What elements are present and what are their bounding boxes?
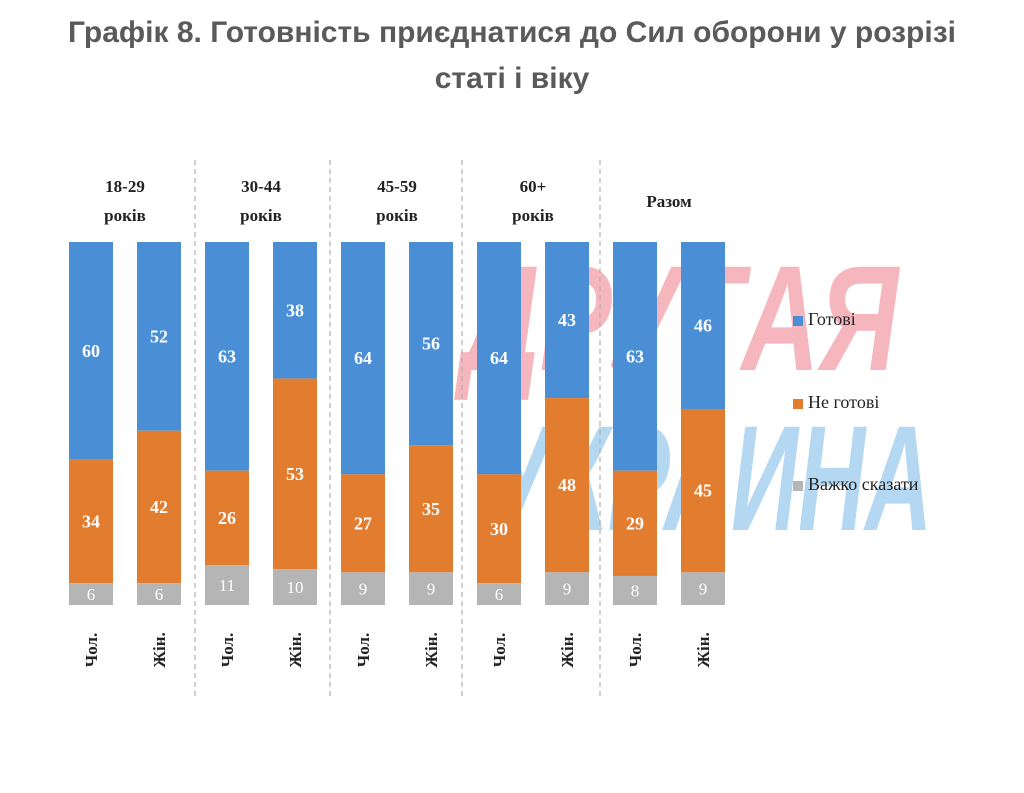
data-label: 9 (359, 580, 368, 599)
bar-segment-hard-to-say (681, 572, 725, 605)
bar-segment-hard-to-say (341, 572, 385, 605)
data-label: 46 (694, 315, 712, 335)
data-label: 27 (354, 513, 372, 533)
category-label: Жін. (150, 632, 169, 668)
bars: 60 34 6 52 42 6 63 26 11 38 53 10 64 27 9 56 35 9 64 30 6 43 4… (69, 242, 725, 605)
data-label: 8 (631, 581, 640, 600)
category-label: Чол. (218, 633, 237, 668)
bar-segment-ready (545, 242, 589, 399)
data-label: 9 (427, 580, 436, 599)
group-label-1-line2: років (240, 206, 282, 225)
bar-segment-not-ready (613, 470, 657, 576)
legend-swatch (793, 399, 803, 409)
data-label: 63 (218, 346, 236, 366)
bar-segment-hard-to-say (137, 583, 181, 605)
category-label: Жін. (558, 632, 577, 668)
group-label-0-line2: років (104, 206, 146, 225)
category-label: Жін. (694, 632, 713, 668)
group-label-2-line2: років (376, 206, 418, 225)
bar-segment-not-ready (205, 470, 249, 566)
data-label: 38 (286, 300, 304, 320)
group-label-3: 60+ (520, 177, 547, 196)
data-label: 48 (558, 475, 576, 495)
data-label: 30 (490, 519, 508, 539)
bar-segment-not-ready (545, 398, 589, 573)
data-label: 53 (286, 464, 304, 484)
category-label: Чол. (626, 633, 645, 668)
bar-segment-hard-to-say (273, 569, 317, 605)
bar-segment-ready (409, 242, 453, 446)
bar-segment-ready (137, 242, 181, 431)
data-label: 63 (626, 346, 644, 366)
legend-label: Готові (808, 309, 856, 329)
category-label: Чол. (82, 633, 101, 668)
data-label: 64 (490, 348, 508, 368)
group-dividers (194, 160, 601, 700)
legend-swatch (793, 481, 803, 491)
bar-segment-hard-to-say (409, 572, 453, 605)
bar-segment-ready (341, 242, 385, 475)
category-labels: Чол. Жін. Чол. Жін. Чол. Жін. Чол. Жін. Чол. Жін. (82, 632, 713, 668)
data-label: 42 (150, 497, 168, 517)
chart-title: Графік 8. Готовність приєднатися до Сил … (68, 16, 956, 95)
data-label: 11 (219, 576, 235, 595)
bar-segment-not-ready (477, 474, 521, 584)
category-label: Жін. (286, 632, 305, 668)
watermark-line-1: ДРУГАЯ (453, 235, 900, 403)
category-label: Чол. (490, 633, 509, 668)
bar-segment-not-ready (69, 459, 113, 584)
bar-segment-ready (477, 242, 521, 475)
bar-segment-ready (273, 242, 317, 379)
bar-segment-hard-to-say (545, 572, 589, 605)
data-label: 60 (82, 341, 100, 361)
category-label: Чол. (354, 633, 373, 668)
group-labels: 18-29 років 30-44 років 45-59 років 60+ років Ра… (104, 177, 692, 225)
bar-segment-not-ready (681, 408, 725, 573)
group-label-0: 18-29 (105, 177, 145, 196)
data-label: 6 (155, 585, 164, 604)
data-label: 10 (287, 578, 304, 597)
group-label-1: 30-44 (241, 177, 281, 196)
bar-segment-hard-to-say (477, 583, 521, 605)
group-label-2: 45-59 (377, 177, 417, 196)
bar-segment-hard-to-say (205, 565, 249, 605)
legend-swatch (793, 316, 803, 326)
data-label: 34 (82, 512, 100, 532)
data-label: 52 (150, 326, 168, 346)
bar-segment-not-ready (341, 474, 385, 573)
bar-segment-hard-to-say (613, 575, 657, 605)
data-label: 43 (558, 310, 576, 330)
category-label: Жін. (422, 632, 441, 668)
legend: Готові Не готові Важко сказати (793, 309, 919, 494)
data-label: 6 (87, 585, 96, 604)
data-label: 6 (495, 585, 504, 604)
data-label: 56 (422, 334, 440, 354)
data-label: 29 (626, 513, 644, 533)
bar-segment-ready (205, 242, 249, 471)
data-label: 45 (694, 481, 712, 501)
data-label: 9 (563, 580, 572, 599)
data-label: 9 (699, 580, 708, 599)
bar-segment-hard-to-say (69, 583, 113, 605)
bar-segment-ready (69, 242, 113, 460)
data-label: 35 (422, 499, 440, 519)
legend-label: Важко сказати (808, 474, 919, 494)
bar-segment-ready (681, 242, 725, 409)
bar-segment-not-ready (409, 445, 453, 573)
group-label-3-line2: років (512, 206, 554, 225)
group-label-4: Разом (646, 192, 692, 211)
bar-segment-not-ready (137, 430, 181, 584)
bar-segment-ready (613, 242, 657, 471)
data-label: 64 (354, 348, 372, 368)
legend-label: Не готові (808, 392, 879, 412)
data-label: 26 (218, 508, 236, 528)
bar-segment-not-ready (273, 378, 317, 570)
